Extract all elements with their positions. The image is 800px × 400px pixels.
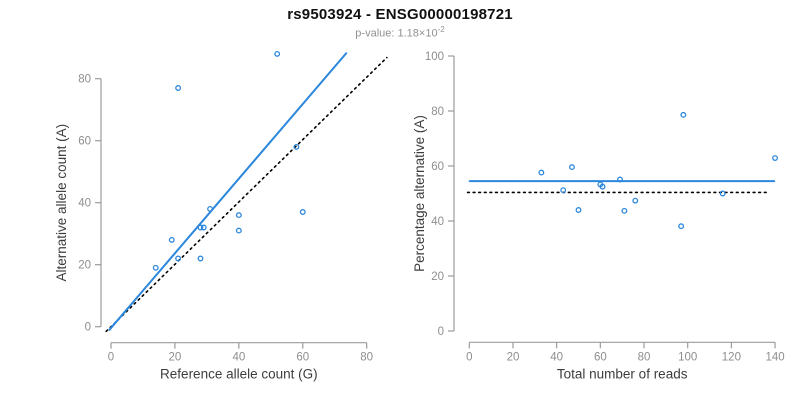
x-tick-label: 40 [232, 352, 245, 364]
figure-title: rs9503924 - ENSG00000198721 [287, 6, 513, 23]
null-line [105, 56, 388, 333]
x-tick-label: 140 [765, 351, 784, 363]
data-point [678, 223, 685, 230]
x-tick-label: 120 [722, 351, 741, 363]
data-point [168, 236, 175, 243]
y-tick-label: 20 [78, 260, 91, 272]
x-axis-title: Total number of reads [557, 366, 688, 381]
data-point [621, 207, 628, 214]
data-point [235, 212, 242, 219]
data-point [772, 155, 779, 161]
x-tick-label: 60 [594, 351, 607, 363]
data-point [197, 255, 204, 262]
y-tick-label: 60 [431, 161, 444, 173]
y-tick-label: 100 [425, 51, 444, 63]
data-point [299, 209, 306, 215]
data-point [617, 176, 623, 183]
x-axis-title: Reference allele count (G) [160, 367, 318, 382]
data-point [538, 169, 545, 176]
x-tick-label: 0 [466, 351, 472, 363]
x-tick-label: 20 [507, 351, 520, 363]
y-tick-label: 0 [438, 326, 444, 338]
y-tick-label: 80 [431, 106, 444, 118]
x-tick-label: 80 [638, 351, 651, 363]
y-axis-title: Alternative allele count (A) [54, 124, 69, 282]
y-tick-label: 0 [85, 322, 91, 334]
data-point [175, 85, 182, 91]
x-tick-label: 0 [108, 352, 114, 364]
y-tick-label: 80 [78, 74, 91, 86]
x-tick-label: 80 [360, 352, 373, 364]
data-point [152, 264, 159, 271]
pvalue-exponent: -2 [437, 25, 445, 34]
x-tick-label: 60 [296, 352, 309, 364]
y-axis-title: Percentage alternative (A) [412, 115, 427, 272]
data-point [632, 197, 639, 204]
x-tick-label: 100 [678, 351, 697, 363]
data-point [207, 205, 214, 212]
figure-subtitle: p-value: 1.18×10-2 [0, 25, 800, 40]
data-point [175, 255, 182, 262]
x-tick-label: 20 [169, 352, 182, 364]
data-point [197, 224, 204, 231]
y-tick-label: 60 [78, 136, 91, 148]
data-point [680, 111, 687, 118]
data-point [719, 190, 726, 197]
data-point [293, 143, 300, 150]
y-tick-label: 40 [431, 216, 444, 228]
data-point [560, 187, 567, 194]
y-tick-label: 40 [78, 198, 91, 210]
data-point [274, 50, 281, 57]
data-point [200, 224, 207, 231]
x-tick-label: 40 [550, 351, 563, 363]
data-point [599, 183, 606, 190]
y-tick-label: 20 [431, 271, 444, 283]
data-point [575, 207, 582, 213]
data-point [235, 227, 242, 234]
fit-line [108, 52, 348, 331]
pvalue-text: p-value: 1.18×10 [355, 27, 438, 40]
data-point [568, 164, 575, 171]
